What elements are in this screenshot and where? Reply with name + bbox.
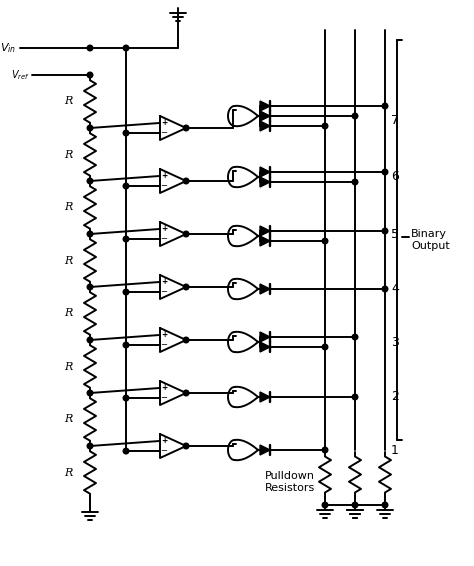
Circle shape <box>123 342 129 348</box>
Text: +: + <box>161 225 167 233</box>
Circle shape <box>183 231 189 237</box>
Text: R: R <box>64 149 72 160</box>
Circle shape <box>87 72 93 78</box>
Circle shape <box>87 390 93 396</box>
Text: +: + <box>161 331 167 340</box>
Polygon shape <box>260 392 270 402</box>
Circle shape <box>183 125 189 131</box>
Polygon shape <box>260 342 270 352</box>
Text: $V_{ref}$: $V_{ref}$ <box>11 68 30 82</box>
Text: −: − <box>161 234 167 243</box>
Text: R: R <box>64 414 72 424</box>
Circle shape <box>123 45 129 51</box>
Circle shape <box>123 183 129 189</box>
Text: R: R <box>64 96 72 106</box>
Text: −: − <box>161 128 167 138</box>
Circle shape <box>382 228 388 234</box>
Text: 1: 1 <box>391 444 399 457</box>
Text: Binary
Output: Binary Output <box>411 229 450 251</box>
Circle shape <box>183 390 189 396</box>
Circle shape <box>183 443 189 449</box>
Polygon shape <box>260 167 270 177</box>
Circle shape <box>87 284 93 290</box>
Circle shape <box>382 103 388 109</box>
Circle shape <box>352 113 358 119</box>
Text: −: − <box>161 341 167 350</box>
Text: R: R <box>64 308 72 319</box>
Polygon shape <box>260 177 270 187</box>
Polygon shape <box>260 111 270 121</box>
Polygon shape <box>260 332 270 342</box>
Circle shape <box>382 169 388 175</box>
Text: 3: 3 <box>391 336 399 349</box>
Text: 2: 2 <box>391 391 399 404</box>
Polygon shape <box>260 236 270 246</box>
Circle shape <box>382 286 388 292</box>
Text: R: R <box>64 362 72 371</box>
Text: R: R <box>64 255 72 265</box>
Circle shape <box>87 125 93 131</box>
Text: R: R <box>64 203 72 212</box>
Circle shape <box>322 344 328 350</box>
Text: −: − <box>161 447 167 456</box>
Circle shape <box>183 337 189 343</box>
Circle shape <box>87 45 93 51</box>
Text: 4: 4 <box>391 282 399 295</box>
Text: +: + <box>161 171 167 181</box>
Circle shape <box>87 231 93 237</box>
Polygon shape <box>260 284 270 294</box>
Circle shape <box>322 502 328 508</box>
Circle shape <box>123 289 129 295</box>
Text: 7: 7 <box>391 114 399 126</box>
Circle shape <box>123 448 129 454</box>
Circle shape <box>322 123 328 129</box>
Circle shape <box>382 502 388 508</box>
Polygon shape <box>260 226 270 236</box>
Circle shape <box>183 178 189 184</box>
Circle shape <box>123 130 129 136</box>
Circle shape <box>352 334 358 340</box>
Circle shape <box>87 443 93 449</box>
Circle shape <box>87 337 93 343</box>
Text: R: R <box>64 468 72 478</box>
Text: $V_{in}$: $V_{in}$ <box>0 41 16 55</box>
Polygon shape <box>260 445 270 455</box>
Polygon shape <box>260 121 270 131</box>
Circle shape <box>183 284 189 290</box>
Polygon shape <box>260 101 270 111</box>
Text: 6: 6 <box>391 170 399 183</box>
Circle shape <box>322 238 328 244</box>
Text: 5: 5 <box>391 228 399 241</box>
Circle shape <box>123 395 129 401</box>
Text: +: + <box>161 118 167 127</box>
Circle shape <box>123 236 129 242</box>
Text: −: − <box>161 393 167 402</box>
Text: −: − <box>161 182 167 191</box>
Circle shape <box>352 179 358 185</box>
Circle shape <box>352 394 358 400</box>
Text: −: − <box>161 288 167 297</box>
Circle shape <box>352 502 358 508</box>
Circle shape <box>322 447 328 453</box>
Text: +: + <box>161 436 167 445</box>
Text: Pulldown
Resistors: Pulldown Resistors <box>265 471 315 493</box>
Text: +: + <box>161 383 167 392</box>
Text: +: + <box>161 277 167 286</box>
Circle shape <box>87 178 93 184</box>
